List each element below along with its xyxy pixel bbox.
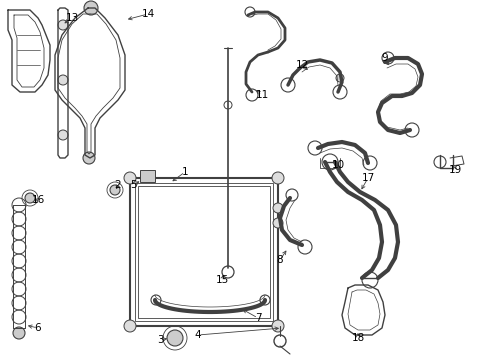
- Circle shape: [110, 185, 120, 195]
- Circle shape: [273, 218, 283, 228]
- Bar: [135, 183, 273, 321]
- Bar: [130, 178, 278, 326]
- Text: 12: 12: [295, 60, 309, 70]
- Text: 13: 13: [65, 13, 78, 23]
- Text: 8: 8: [277, 255, 283, 265]
- Text: 2: 2: [115, 180, 122, 190]
- Circle shape: [336, 74, 344, 82]
- Circle shape: [13, 327, 25, 339]
- Circle shape: [84, 1, 98, 15]
- Circle shape: [273, 203, 283, 213]
- Text: 14: 14: [142, 9, 155, 19]
- Circle shape: [272, 320, 284, 332]
- Text: 7: 7: [255, 313, 261, 323]
- Text: 6: 6: [35, 323, 41, 333]
- Circle shape: [167, 330, 183, 346]
- Circle shape: [25, 193, 35, 203]
- Circle shape: [58, 130, 68, 140]
- Circle shape: [58, 20, 68, 30]
- Text: 3: 3: [157, 335, 163, 345]
- Circle shape: [58, 75, 68, 85]
- Text: 5: 5: [130, 180, 136, 190]
- Bar: [138, 186, 270, 318]
- Circle shape: [83, 152, 95, 164]
- Circle shape: [124, 172, 136, 184]
- Text: 1: 1: [182, 167, 188, 177]
- Text: 4: 4: [195, 330, 201, 340]
- Text: 15: 15: [216, 275, 229, 285]
- Text: 18: 18: [351, 333, 365, 343]
- Text: 19: 19: [448, 165, 462, 175]
- Text: 10: 10: [331, 160, 344, 170]
- Text: 11: 11: [255, 90, 269, 100]
- Bar: [140, 170, 155, 182]
- Text: 17: 17: [362, 173, 375, 183]
- Circle shape: [272, 172, 284, 184]
- Text: 9: 9: [382, 53, 388, 63]
- Text: 16: 16: [31, 195, 45, 205]
- Circle shape: [124, 320, 136, 332]
